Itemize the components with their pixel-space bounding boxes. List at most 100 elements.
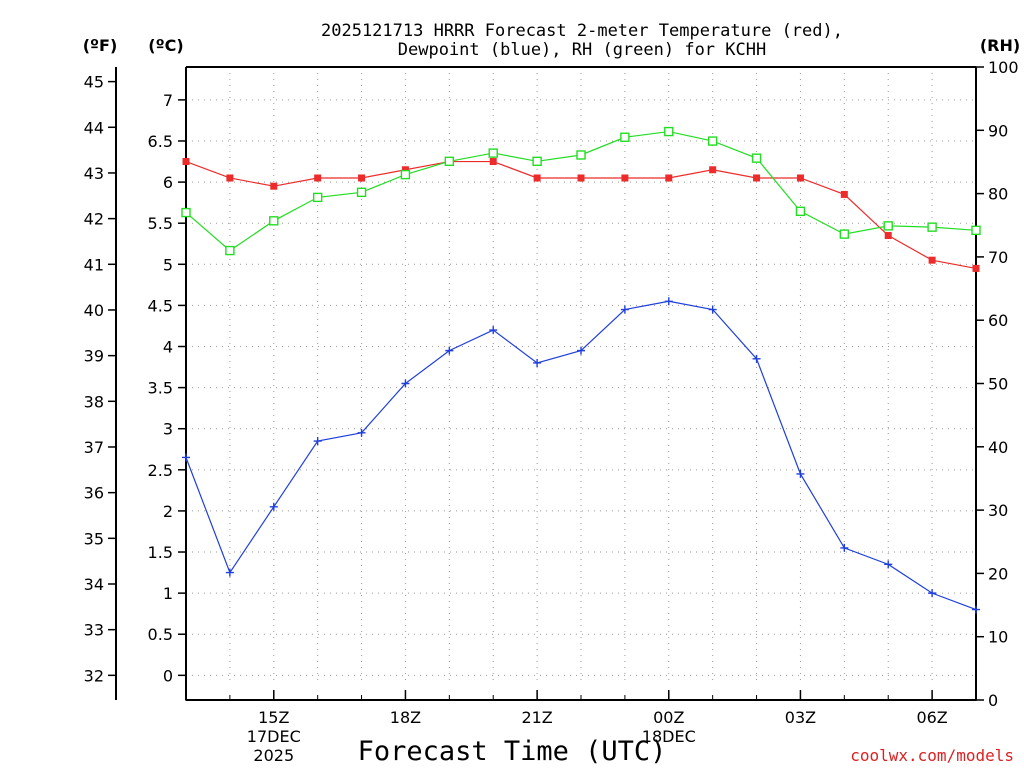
- x-tick-sublabel-0-1: 2025: [253, 746, 294, 765]
- dewpoint-point-13: [752, 354, 761, 363]
- fahrenheit-tick-label-12: 44: [84, 118, 104, 137]
- rh-point-3: [312, 192, 323, 203]
- celsius-tick-label-14: 7: [163, 91, 173, 110]
- dewpoint-point-8: [533, 358, 542, 367]
- dewpoint-point-16: [884, 560, 893, 569]
- rh-point-12: [707, 136, 718, 146]
- chart-title-line-2: Dewpoint (blue), RH (green) for KCHH: [398, 40, 766, 60]
- dewpoint-point-6: [445, 346, 454, 355]
- rh-point-11: [664, 126, 674, 137]
- dewpoint-point-2: [269, 502, 278, 511]
- rh-tick-label-2: 20: [988, 564, 1008, 583]
- celsius-tick-label-1: 0.5: [148, 625, 173, 644]
- rh-tick-label-3: 30: [988, 501, 1008, 520]
- dewpoint-point-3: [313, 437, 322, 446]
- dewpoint-point-5: [401, 379, 410, 388]
- dewpoint-point-18: [972, 605, 980, 614]
- series-rh: [181, 126, 981, 256]
- rh-point-2: [269, 216, 279, 226]
- temperature-point-3: [314, 174, 322, 182]
- fahrenheit-tick-label-9: 41: [84, 255, 104, 274]
- rh-point-0: [181, 207, 191, 218]
- rh-tick-label-4: 40: [988, 438, 1008, 457]
- rh-tick-label-10: 100: [988, 58, 1019, 77]
- temperature-point-10: [621, 174, 629, 182]
- celsius-tick-label-13: 6.5: [148, 132, 173, 151]
- rh-tick-label-8: 80: [988, 185, 1008, 204]
- fahrenheit-tick-label-7: 39: [84, 347, 104, 366]
- x-tick-label-5: 06Z: [916, 708, 947, 727]
- fahrenheit-tick-label-13: 45: [84, 73, 104, 92]
- dewpoint-point-15: [840, 543, 849, 552]
- temperature-point-1: [226, 174, 234, 182]
- dewpoint-point-9: [577, 346, 585, 355]
- rh-point-9: [576, 150, 586, 160]
- x-tick-label-2: 21Z: [521, 708, 552, 727]
- rh-point-5: [400, 169, 411, 180]
- temperature-point-7: [489, 158, 497, 166]
- rh-point-16: [883, 221, 893, 231]
- dewpoint-point-0: [182, 453, 190, 462]
- fahrenheit-unit-label: (ºF): [83, 36, 118, 55]
- temperature-point-0: [182, 158, 190, 166]
- rh-tick-label-7: 70: [988, 248, 1008, 267]
- rh-point-7: [488, 148, 498, 158]
- temperature-point-13: [753, 174, 761, 182]
- celsius-tick-label-8: 4: [163, 338, 173, 357]
- temperature-point-9: [577, 174, 585, 182]
- rh-unit-label: (RH): [980, 36, 1020, 55]
- fahrenheit-tick-label-1: 33: [84, 621, 104, 640]
- rh-tick-label-9: 90: [988, 121, 1008, 140]
- dewpoint-point-7: [489, 326, 498, 335]
- temperature-point-16: [884, 232, 892, 240]
- temperature-point-5: [401, 166, 409, 174]
- celsius-tick-label-11: 5.5: [148, 214, 173, 233]
- dewpoint-point-14: [796, 469, 805, 478]
- temperature-point-4: [358, 174, 366, 182]
- dewpoint-point-11: [664, 297, 673, 306]
- celsius-tick-label-2: 1: [163, 584, 173, 603]
- temperature-point-17: [928, 256, 936, 264]
- fahrenheit-tick-label-2: 34: [84, 575, 104, 594]
- dewpoint-point-12: [708, 305, 717, 314]
- fahrenheit-tick-label-0: 32: [84, 666, 104, 685]
- temperature-point-2: [270, 182, 278, 190]
- dewpoint-point-4: [357, 428, 366, 437]
- rh-tick-label-5: 50: [988, 375, 1008, 394]
- celsius-tick-label-5: 2.5: [148, 461, 173, 480]
- chart-title-line-1: 2025121713 HRRR Forecast 2-meter Tempera…: [321, 21, 843, 41]
- celsius-unit-label: (ºC): [148, 36, 183, 55]
- celsius-tick-label-0: 0: [163, 666, 173, 685]
- credit-text: coolwx.com/models: [850, 746, 1014, 765]
- data-series: [181, 126, 981, 614]
- fahrenheit-tick-label-10: 42: [84, 210, 104, 229]
- x-tick-label-4: 03Z: [785, 708, 816, 727]
- x-tick-label-3: 00Z: [653, 708, 684, 727]
- celsius-tick-label-7: 3.5: [148, 379, 173, 398]
- temperature-point-15: [840, 190, 848, 198]
- celsius-tick-label-12: 6: [163, 173, 173, 192]
- rh-point-15: [839, 229, 850, 239]
- temperature-point-12: [709, 166, 717, 174]
- rh-point-6: [444, 156, 455, 167]
- rh-point-4: [356, 187, 367, 198]
- rh-point-17: [927, 222, 937, 232]
- temperature-point-18: [972, 264, 980, 272]
- rh-point-14: [795, 206, 806, 217]
- rh-tick-label-6: 60: [988, 311, 1008, 330]
- fahrenheit-tick-label-5: 37: [84, 438, 104, 457]
- celsius-tick-label-4: 2: [163, 502, 173, 521]
- rh-point-10: [620, 132, 630, 142]
- rh-point-8: [532, 156, 542, 167]
- fahrenheit-tick-label-8: 40: [84, 301, 104, 320]
- dewpoint-point-1: [225, 568, 234, 577]
- series-dewpoint: [182, 297, 980, 614]
- celsius-tick-label-6: 3: [163, 420, 173, 439]
- celsius-tick-label-10: 5: [163, 255, 173, 274]
- x-tick-label-0: 15Z: [258, 708, 289, 727]
- dewpoint-point-17: [928, 589, 937, 598]
- dewpoint-point-10: [620, 305, 629, 314]
- temperature-point-8: [533, 174, 541, 182]
